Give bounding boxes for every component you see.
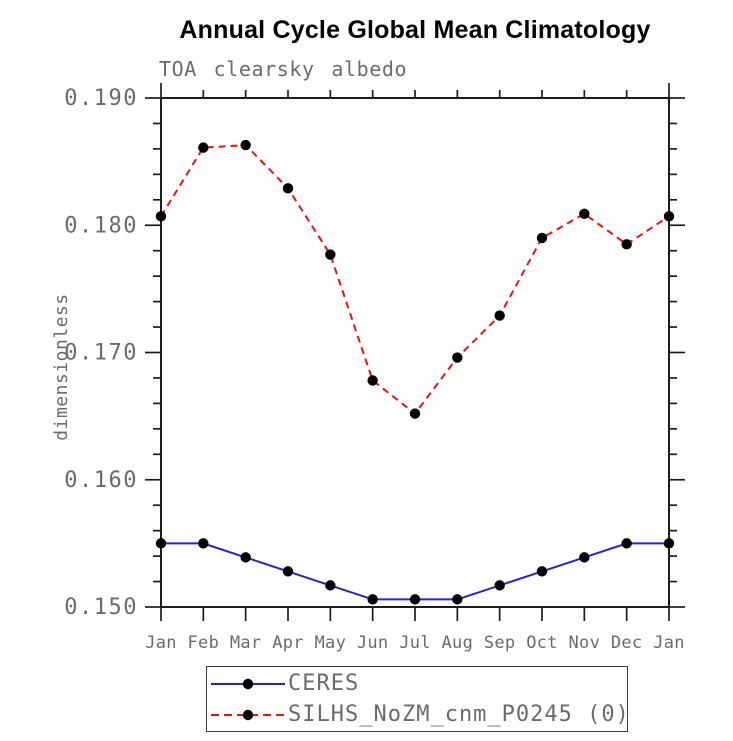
- data-point-marker: [536, 232, 548, 244]
- legend-marker-circle-icon: [242, 678, 254, 689]
- data-point-marker: [409, 594, 421, 605]
- y-tick-label: 0.150: [64, 595, 138, 620]
- x-tick-label: Aug: [442, 633, 474, 653]
- x-tick-label: Dec: [611, 633, 643, 653]
- data-point-marker: [240, 139, 251, 151]
- legend-line-sample-dashed: [211, 709, 285, 720]
- x-tick-label: Oct: [526, 633, 558, 653]
- x-tick-label: Sep: [484, 633, 516, 653]
- chart-subtitle: TOA clearsky albedo: [159, 57, 408, 81]
- series-line-silhs_nozm_cnm_p0245: [160, 144, 670, 416]
- chart-title: Annual Cycle Global Mean Climatology: [179, 16, 651, 44]
- data-point-marker: [536, 566, 548, 577]
- x-tick-label: Jan: [145, 633, 177, 653]
- data-point-marker: [663, 538, 675, 549]
- data-point-marker: [452, 352, 463, 363]
- data-point-marker: [663, 211, 675, 222]
- legend-label-silhs: SILHS_NoZM_cnm_P0245 (0): [288, 702, 630, 727]
- series-markers: [155, 139, 675, 419]
- legend-item-ceres: CERES: [210, 668, 627, 699]
- axis-frame: [160, 97, 670, 608]
- x-tick-label: Jul: [399, 633, 431, 653]
- x-tick-label: Apr: [272, 633, 304, 653]
- x-tick-label: Jun: [357, 633, 389, 653]
- data-point-marker: [494, 580, 505, 591]
- data-point-marker: [409, 408, 421, 419]
- data-point-marker: [621, 239, 632, 250]
- data-point-marker: [198, 142, 209, 153]
- axis-ticks: [145, 83, 685, 621]
- series-markers: [155, 538, 675, 605]
- series-line-ceres: [161, 542, 669, 601]
- data-point-marker: [325, 249, 336, 260]
- x-tick-label: May: [315, 633, 347, 653]
- data-point-marker: [367, 375, 378, 386]
- y-tick-labels: 0.150 0.160 0.170 0.180 0.190: [64, 86, 138, 620]
- x-tick-label: Mar: [230, 633, 262, 653]
- data-point-marker: [282, 183, 294, 194]
- data-point-marker: [155, 538, 167, 549]
- data-point-marker: [452, 594, 463, 605]
- data-point-marker: [494, 310, 505, 321]
- legend-marker-circle-icon: [242, 709, 254, 720]
- data-point-marker: [240, 552, 251, 563]
- data-point-marker: [325, 580, 336, 591]
- data-point-marker: [579, 552, 590, 563]
- y-tick-label: 0.180: [64, 213, 138, 238]
- data-point-marker: [367, 594, 378, 605]
- x-tick-labels: Jan Feb Mar Apr May Jun Jul Aug Sep Oct Nov Dec Jan: [145, 633, 685, 653]
- x-tick-label: Nov: [569, 633, 601, 653]
- data-point-marker: [579, 208, 590, 219]
- y-tick-label: 0.160: [64, 468, 138, 493]
- data-point-marker: [155, 211, 167, 222]
- y-tick-label: 0.170: [64, 341, 138, 366]
- data-point-marker: [621, 538, 632, 549]
- x-tick-label: Jan: [653, 633, 685, 653]
- y-tick-label: 0.190: [64, 86, 138, 111]
- x-tick-label: Feb: [188, 633, 220, 653]
- legend-item-silhs: SILHS_NoZM_cnm_P0245 (0): [210, 699, 630, 730]
- legend: CERES SILHS_NoZM_cnm_P0245 (0): [206, 666, 630, 732]
- data-point-marker: [282, 566, 294, 577]
- legend-line-sample-solid: [211, 678, 285, 689]
- legend-label-ceres: CERES: [288, 671, 360, 696]
- data-point-marker: [198, 538, 209, 549]
